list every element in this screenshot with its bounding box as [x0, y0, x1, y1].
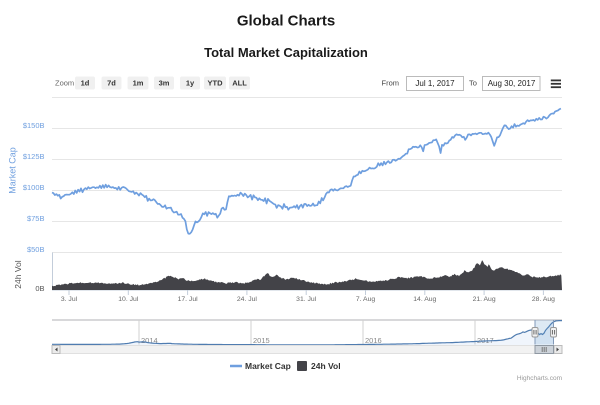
svg-text:7d: 7d: [107, 79, 116, 88]
svg-text:1y: 1y: [186, 79, 195, 88]
svg-text:Highcharts.com: Highcharts.com: [517, 375, 562, 382]
svg-text:From: From: [382, 79, 400, 88]
svg-text:Total Market Capitalization: Total Market Capitalization: [204, 45, 368, 60]
svg-text:2016: 2016: [365, 336, 382, 345]
svg-text:Jul 1, 2017: Jul 1, 2017: [415, 79, 455, 88]
svg-text:$75B: $75B: [27, 214, 45, 223]
svg-text:To: To: [469, 79, 477, 88]
svg-text:31. Jul: 31. Jul: [296, 296, 317, 303]
svg-text:28. Aug: 28. Aug: [532, 296, 555, 303]
svg-text:3m: 3m: [159, 79, 170, 88]
svg-text:Market Cap: Market Cap: [8, 147, 18, 194]
svg-text:$125B: $125B: [23, 152, 45, 161]
svg-text:1d: 1d: [81, 79, 90, 88]
svg-text:21. Aug: 21. Aug: [473, 296, 496, 303]
svg-text:1m: 1m: [133, 79, 144, 88]
svg-text:$50B: $50B: [27, 245, 45, 254]
svg-text:Zoom: Zoom: [55, 79, 74, 88]
svg-text:Aug 30, 2017: Aug 30, 2017: [488, 79, 536, 88]
svg-text:24h Vol: 24h Vol: [13, 260, 23, 288]
svg-text:2015: 2015: [253, 336, 270, 345]
svg-text:$100B: $100B: [23, 183, 45, 192]
svg-text:17. Jul: 17. Jul: [178, 296, 199, 303]
svg-text:ALL: ALL: [232, 79, 247, 88]
svg-text:24h Vol: 24h Vol: [311, 361, 341, 371]
svg-text:14. Aug: 14. Aug: [413, 296, 436, 303]
svg-text:$150B: $150B: [23, 121, 45, 130]
svg-text:7. Aug: 7. Aug: [356, 296, 375, 303]
svg-text:3. Jul: 3. Jul: [61, 296, 78, 303]
svg-text:Market Cap: Market Cap: [245, 361, 291, 371]
svg-text:Global Charts: Global Charts: [237, 13, 335, 30]
svg-text:10. Jul: 10. Jul: [118, 296, 139, 303]
svg-text:24. Jul: 24. Jul: [237, 296, 258, 303]
svg-text:0B: 0B: [35, 284, 44, 293]
svg-text:YTD: YTD: [208, 79, 224, 88]
svg-text:2014: 2014: [141, 336, 158, 345]
